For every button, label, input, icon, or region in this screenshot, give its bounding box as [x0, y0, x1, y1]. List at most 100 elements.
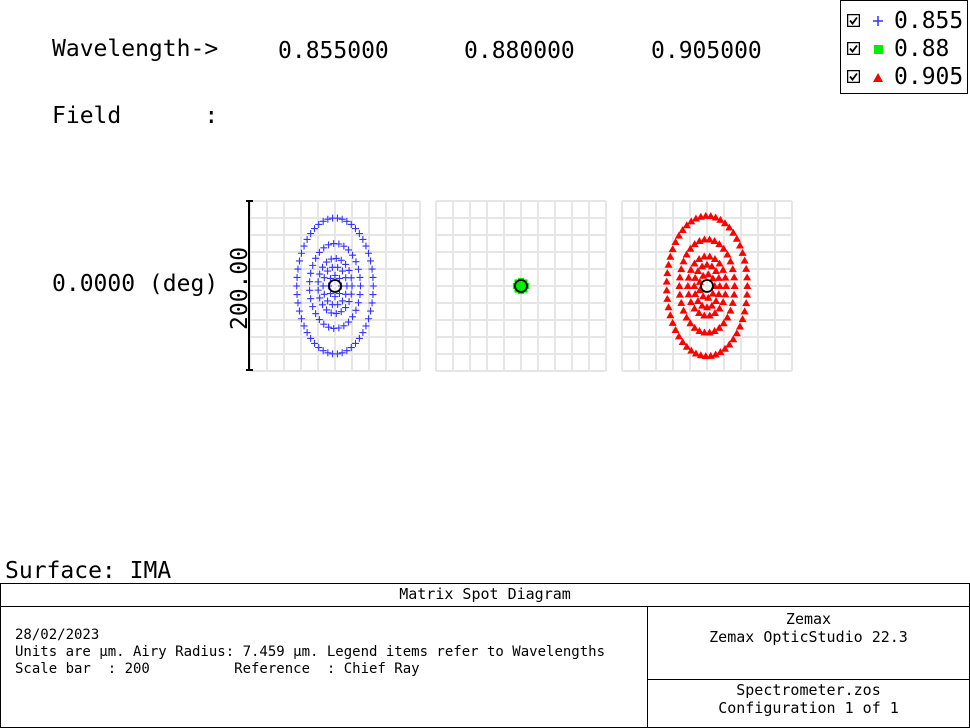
spot-point: [320, 290, 328, 298]
spot-point: [722, 282, 731, 289]
scale-bar-label: 200.00: [227, 247, 253, 330]
spot-point: [743, 290, 752, 298]
spot-point: [728, 298, 737, 306]
spot-point: [307, 295, 315, 303]
spot-point: [295, 257, 303, 265]
spot-point: [362, 242, 370, 250]
spot-point: [342, 274, 350, 282]
spot-point: [735, 322, 744, 330]
plot-title: Matrix Spot Diagram: [1, 584, 969, 607]
field-label: Field :: [52, 103, 219, 129]
spot-point: [674, 332, 683, 340]
spot-point: [312, 310, 320, 318]
spot-point: [682, 313, 691, 321]
spot-point: [367, 257, 375, 265]
spot-point: [314, 278, 322, 286]
spot-point: [351, 225, 359, 233]
spot-point: [693, 297, 702, 305]
spot-point: [691, 349, 700, 357]
spot-point: [307, 334, 315, 342]
spot-point: [295, 307, 303, 315]
spot-point: [663, 269, 672, 277]
spot-point: [732, 234, 741, 242]
spot-point: [703, 260, 711, 268]
airy-disk: [514, 279, 528, 293]
spot-point: [306, 286, 314, 294]
spot-point: [309, 303, 317, 311]
spot-point: [668, 318, 677, 326]
spot-point: [719, 319, 728, 327]
spot-point: [687, 217, 696, 225]
spot-point: [710, 254, 719, 262]
spot-point: [324, 215, 332, 223]
spot-point: [711, 350, 720, 358]
spot-point: [338, 267, 346, 275]
spot-point: [343, 217, 351, 225]
spot-point: [675, 290, 684, 298]
spot-point: [297, 249, 305, 257]
spot-point: [710, 309, 719, 317]
plus-marker-icon: [873, 16, 883, 26]
spot-point: [723, 313, 732, 321]
spot-point: [687, 346, 696, 354]
spot-point: [675, 273, 684, 281]
spot-point: [698, 301, 707, 309]
spot-point: [344, 246, 352, 254]
spot-point: [730, 282, 739, 289]
spot-point: [738, 315, 747, 323]
spot-point: [354, 299, 362, 307]
company-info: Zemax Zemax OpticStudio 22.3: [648, 610, 969, 646]
checkbox-icon[interactable]: [847, 70, 860, 83]
spot-point: [715, 304, 724, 312]
spot-point: [671, 238, 680, 246]
spot-point: [303, 235, 311, 243]
checkbox-icon[interactable]: [847, 14, 860, 27]
date-text: 28/02/2023: [15, 627, 100, 643]
spot-point: [712, 297, 721, 305]
spot-point: [666, 311, 675, 319]
legend-item[interactable]: 0.855: [847, 8, 965, 35]
legend-item[interactable]: 0.905: [847, 64, 965, 91]
spot-point: [332, 310, 340, 318]
spot-point: [740, 256, 749, 264]
spot-point: [293, 273, 301, 281]
spot-point: [720, 344, 729, 352]
spot-diagram-plot: 200.00: [227, 200, 793, 372]
spot-panel: [435, 200, 607, 372]
spot-point: [662, 286, 671, 294]
spot-point: [723, 250, 732, 258]
spot-point: [719, 298, 728, 306]
spot-point: [690, 304, 699, 312]
spot-point: [682, 342, 691, 350]
spot-point: [300, 242, 308, 250]
spot-point: [706, 351, 715, 359]
spot-point: [682, 221, 691, 229]
scale-text: Scale bar : 200 Reference : Chief Ray: [15, 661, 420, 677]
spot-point: [682, 250, 691, 258]
spot-point: [705, 252, 714, 260]
spot-point: [693, 266, 702, 274]
spot-point: [684, 290, 693, 298]
spot-point: [327, 309, 335, 317]
spot-point: [316, 294, 324, 302]
spot-point: [337, 308, 345, 316]
legend-item[interactable]: 0.88: [847, 36, 965, 63]
checkbox-icon[interactable]: [847, 42, 860, 55]
spot-point: [690, 323, 699, 331]
spot-point: [690, 282, 699, 289]
spot-point: [704, 270, 713, 278]
legend-label: 0.905: [894, 64, 964, 90]
spot-point: [333, 214, 341, 222]
spot-point: [347, 344, 355, 352]
spot-point: [356, 273, 364, 281]
configuration-text: Configuration 1 of 1: [718, 699, 899, 717]
spot-point: [307, 269, 315, 277]
spot-point: [677, 265, 686, 273]
spot-point: [349, 251, 357, 259]
spot-point: [699, 292, 708, 300]
spot-point: [294, 299, 302, 307]
spot-point: [710, 237, 719, 245]
wavelength-value: 0.880000: [464, 38, 575, 64]
spot-point: [711, 213, 720, 221]
spot-point: [675, 282, 684, 289]
